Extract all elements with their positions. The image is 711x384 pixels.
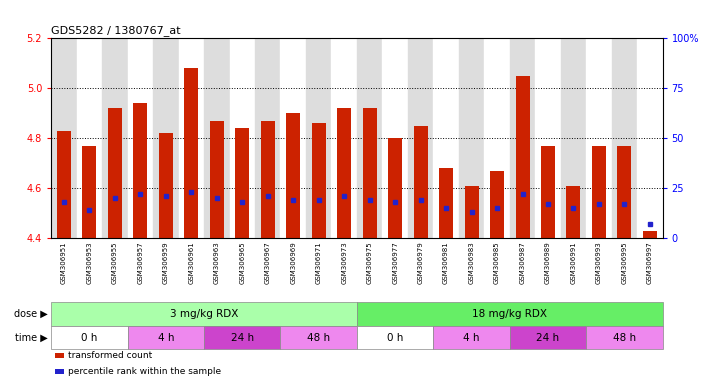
Bar [280,38,306,238]
Bar [414,126,427,238]
Bar [541,146,555,238]
Bar [637,38,663,238]
Bar [311,123,326,238]
Bar [561,38,586,238]
Bar [337,108,351,238]
Bar [464,186,479,238]
Bar [357,326,434,349]
Bar [159,133,173,238]
Bar [510,38,535,238]
Bar [306,38,331,238]
Bar [459,38,484,238]
Bar [357,302,663,326]
Text: 48 h: 48 h [613,333,636,343]
Bar [383,38,408,238]
Text: transformed count: transformed count [68,351,152,360]
Bar [592,146,606,238]
Bar [102,38,128,238]
Bar [210,121,224,238]
Bar [261,121,274,238]
Bar [280,326,357,349]
Bar [510,326,587,349]
Bar [51,38,77,238]
Bar [357,38,383,238]
Bar [77,38,102,238]
Bar [235,128,250,238]
Bar [587,326,663,349]
Bar [567,186,580,238]
Text: 3 mg/kg RDX: 3 mg/kg RDX [170,309,238,319]
Bar [484,38,510,238]
Bar [128,38,153,238]
Text: time ▶: time ▶ [15,333,48,343]
Bar [82,146,97,238]
Bar [617,146,631,238]
Bar [439,169,453,238]
Bar [204,38,230,238]
Text: 48 h: 48 h [307,333,331,343]
Bar [586,38,611,238]
Bar [255,38,280,238]
Bar [57,131,71,238]
Bar [184,68,198,238]
Bar [535,38,561,238]
Bar [388,139,402,238]
Bar [363,108,377,238]
Bar [331,38,357,238]
Text: 0 h: 0 h [387,333,403,343]
Bar [153,38,178,238]
Bar [178,38,204,238]
Bar [408,38,433,238]
Text: percentile rank within the sample: percentile rank within the sample [68,367,221,376]
Bar [611,38,637,238]
Bar [434,326,510,349]
Bar [51,302,357,326]
Bar [108,108,122,238]
Bar [134,103,147,238]
Bar [204,326,280,349]
Bar [230,38,255,238]
Text: 4 h: 4 h [464,333,480,343]
Text: 24 h: 24 h [536,333,560,343]
Bar [643,231,657,238]
Bar [490,171,504,238]
Text: 24 h: 24 h [230,333,254,343]
Text: 18 mg/kg RDX: 18 mg/kg RDX [472,309,547,319]
Text: dose ▶: dose ▶ [14,309,48,319]
Bar [287,113,300,238]
Bar [51,326,128,349]
Bar [128,326,204,349]
Bar [433,38,459,238]
Text: 0 h: 0 h [81,333,97,343]
Text: 4 h: 4 h [158,333,174,343]
Bar [515,76,530,238]
Text: GDS5282 / 1380767_at: GDS5282 / 1380767_at [51,26,181,36]
